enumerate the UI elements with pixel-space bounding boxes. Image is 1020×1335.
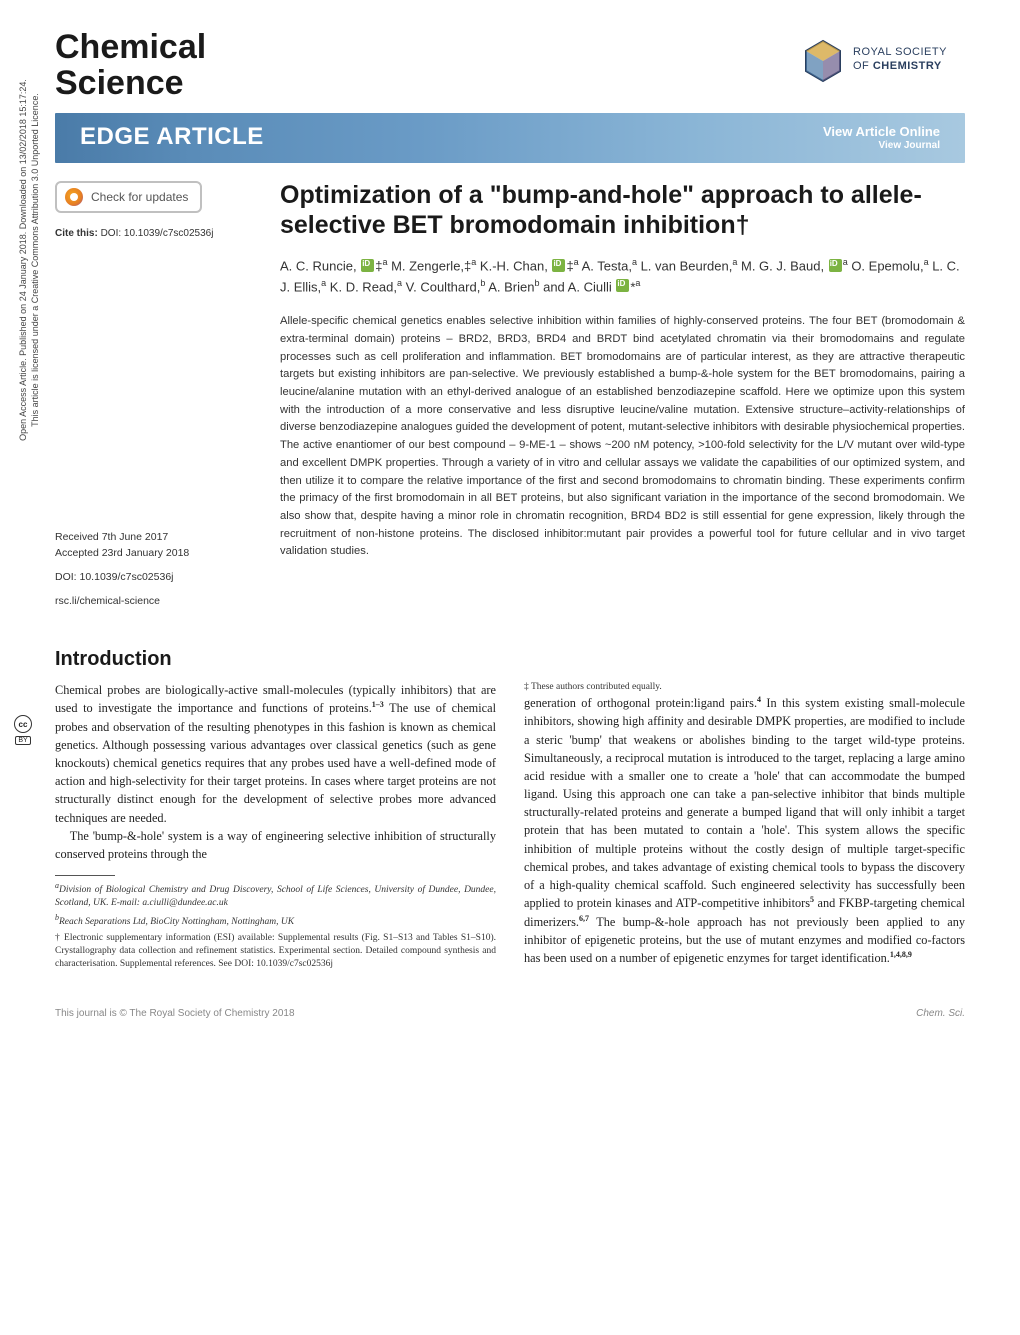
journal-name-line-2: Science: [55, 64, 184, 102]
abstract-text: Allele-specific chemical genetics enable…: [280, 313, 965, 561]
publisher-logo: ROYAL SOCIETY OF CHEMISTRY: [795, 30, 965, 90]
journal-abbrev: Chem. Sci.: [916, 1008, 965, 1019]
body-para-1: Chemical probes are biologically-active …: [55, 681, 496, 827]
body-text: Chemical probes are biologically-active …: [55, 681, 965, 972]
journal-short-link[interactable]: rsc.li/chemical-science: [55, 594, 250, 609]
article-type-banner: EDGE ARTICLE View Article Online View Jo…: [55, 113, 965, 163]
left-sidebar: Check for updates Cite this: DOI: 10.103…: [55, 181, 250, 618]
author-list: A. C. Runcie, ‡a M. Zengerle,‡a K.-H. Ch…: [280, 256, 965, 297]
cc-by-label: BY: [15, 736, 30, 745]
esi-footnote: † Electronic supplementary information (…: [55, 932, 496, 970]
article-meta: Received 7th June 2017 Accepted 23rd Jan…: [55, 530, 250, 609]
introduction-heading: Introduction: [55, 648, 965, 671]
cite-this-doi: DOI: 10.1039/c7sc02536j: [101, 228, 214, 239]
article-type-label: EDGE ARTICLE: [80, 123, 264, 151]
rsc-logo-icon: ROYAL SOCIETY OF CHEMISTRY: [795, 33, 965, 88]
article-title: Optimization of a "bump-and-hole" approa…: [280, 181, 965, 240]
page-footer: This journal is © The Royal Society of C…: [55, 1002, 965, 1019]
affiliation-b: bReach Separations Ltd, BioCity Nottingh…: [55, 913, 496, 929]
banner-links: View Article Online View Journal: [823, 124, 940, 151]
affiliation-a: aDivision of Biological Chemistry and Dr…: [55, 881, 496, 910]
check-updates-label: Check for updates: [91, 190, 188, 204]
received-date: Received 7th June 2017: [55, 530, 250, 545]
journal-name-line-1: Chemical: [55, 28, 206, 66]
orcid-icon: [361, 259, 374, 272]
page-header: Chemical Science ROYAL SOCIETY OF CHEMIS…: [55, 30, 965, 101]
copyright-text: This journal is © The Royal Society of C…: [55, 1008, 295, 1019]
cite-this-prefix: Cite this:: [55, 228, 98, 239]
cc-icon: cc: [14, 715, 32, 733]
cc-by-badge: cc BY: [13, 715, 33, 745]
svg-text:OF CHEMISTRY: OF CHEMISTRY: [853, 60, 942, 72]
body-para-2: The 'bump-&-hole' system is a way of eng…: [55, 827, 496, 863]
license-side-text: This article is licensed under a Creativ…: [30, 40, 40, 480]
equal-contribution-footnote: ‡ These authors contributed equally.: [524, 681, 965, 694]
accepted-date: Accepted 23rd January 2018: [55, 546, 250, 561]
orcid-icon: [552, 259, 565, 272]
check-updates-button[interactable]: Check for updates: [55, 181, 202, 213]
orcid-icon: [829, 259, 842, 272]
footnote-rule: [55, 875, 115, 876]
body-para-3: generation of orthogonal protein:ligand …: [524, 694, 965, 967]
orcid-icon: [616, 279, 629, 292]
cite-this: Cite this: DOI: 10.1039/c7sc02536j: [55, 227, 250, 240]
crossmark-icon: [65, 188, 83, 206]
svg-text:ROYAL SOCIETY: ROYAL SOCIETY: [853, 46, 947, 58]
open-access-side-text: Open Access Article. Published on 24 Jan…: [18, 40, 28, 480]
journal-title: Chemical Science: [55, 30, 206, 101]
main-content: Optimization of a "bump-and-hole" approa…: [280, 181, 965, 618]
view-article-online-link[interactable]: View Article Online: [823, 124, 940, 139]
doi-text: DOI: 10.1039/c7sc02536j: [55, 570, 250, 585]
view-journal-link[interactable]: View Journal: [823, 140, 940, 151]
